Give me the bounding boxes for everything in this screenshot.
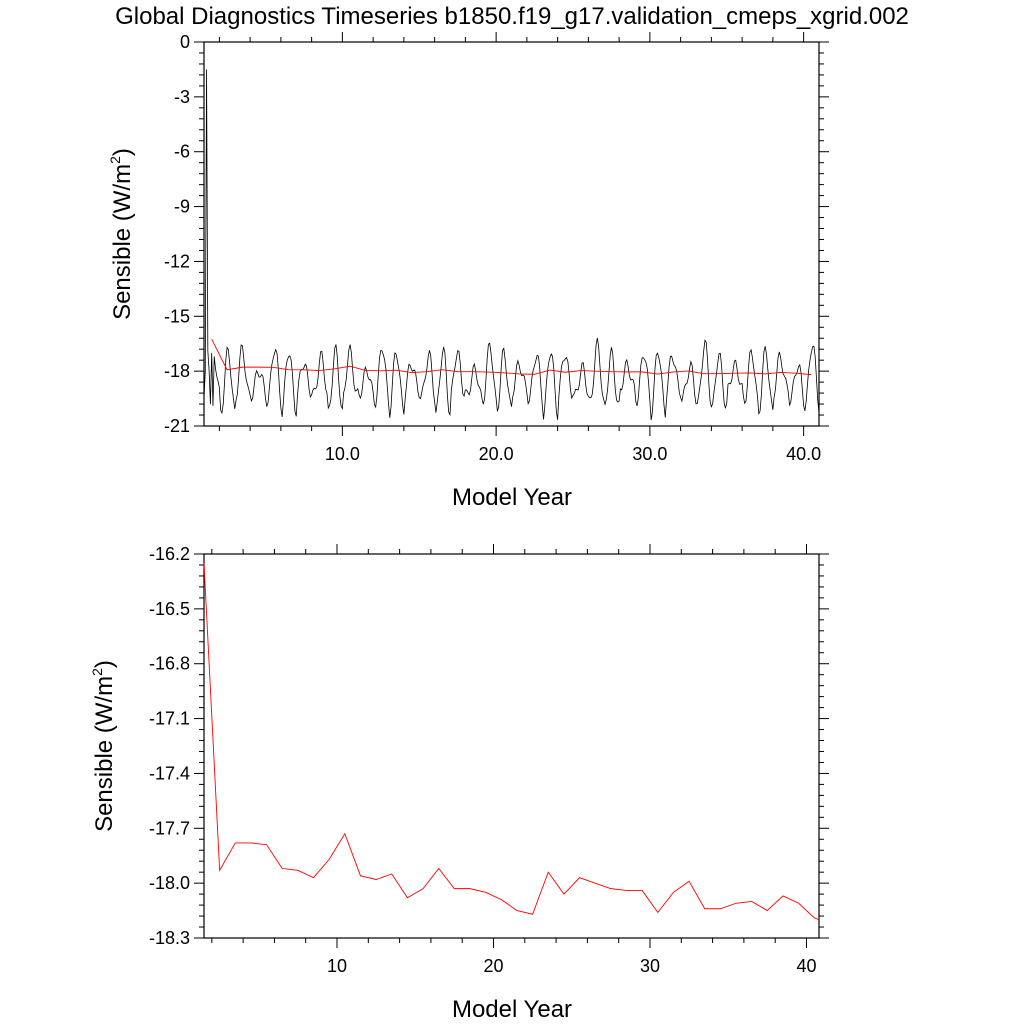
bottom-panel: -16.2 -16.5 -16.8 -17.1 -17.4 -17.7 -18.0 -18.3… [89,544,829,1023]
y-tick-label: -16.2 [149,544,190,564]
y-tick-label: -17.1 [149,709,190,729]
x-axis-label: Model Year [452,996,572,1023]
y-tick-label: -18.3 [149,928,190,948]
x-tick-label: 20 [483,956,503,976]
top-panel: 0 -3 -6 -9 -12 -15 -18 -21 10.0 20.0 30.0 40.0 Mod… [107,32,829,511]
x-tick-label: 30.0 [632,444,667,464]
x-axis-label: Model Year [452,484,572,511]
y-tick-label: -16.8 [149,654,190,674]
annual-mean-series-line [203,563,820,921]
x-tick-labels: 10.0 20.0 30.0 40.0 [325,444,821,464]
y-axis-label: Sensible (W/m2) [89,660,118,832]
x-tick-labels: 10 20 30 40 [327,956,816,976]
y-tick-label: -15 [164,306,190,326]
plot-frame [203,41,820,427]
y-tick-label: -9 [174,197,190,217]
tick-marks [194,544,829,948]
y-tick-label: -12 [164,251,190,271]
series-lines [203,69,820,421]
series-lines [203,563,820,921]
y-tick-label: -6 [174,142,190,162]
y-tick-label: -17.7 [149,818,190,838]
y-axis-label: Sensible (W/m2) [107,148,136,320]
y-tick-label: -21 [164,416,190,436]
y-tick-labels: -16.2 -16.5 -16.8 -17.1 -17.4 -17.7 -18.0 -18.3 [149,544,190,948]
x-tick-label: 20.0 [479,444,514,464]
monthly-series-line [203,69,820,421]
annual-mean-series-line [211,338,812,376]
tick-marks [194,32,829,436]
y-tick-label: -18.0 [149,873,190,893]
y-tick-label: -17.4 [149,763,190,783]
y-tick-labels: 0 -3 -6 -9 -12 -15 -18 -21 [164,32,190,436]
x-tick-label: 10.0 [325,444,360,464]
y-tick-label: -16.5 [149,599,190,619]
x-tick-label: 40.0 [786,444,821,464]
x-tick-label: 30 [640,956,660,976]
plot-frame [203,553,820,939]
y-tick-label: 0 [180,32,190,52]
x-tick-label: 40 [796,956,816,976]
y-tick-label: -3 [174,87,190,107]
figure-title: Global Diagnostics Timeseries b1850.f19_… [115,3,909,30]
x-tick-label: 10 [327,956,347,976]
y-tick-label: -18 [164,361,190,381]
